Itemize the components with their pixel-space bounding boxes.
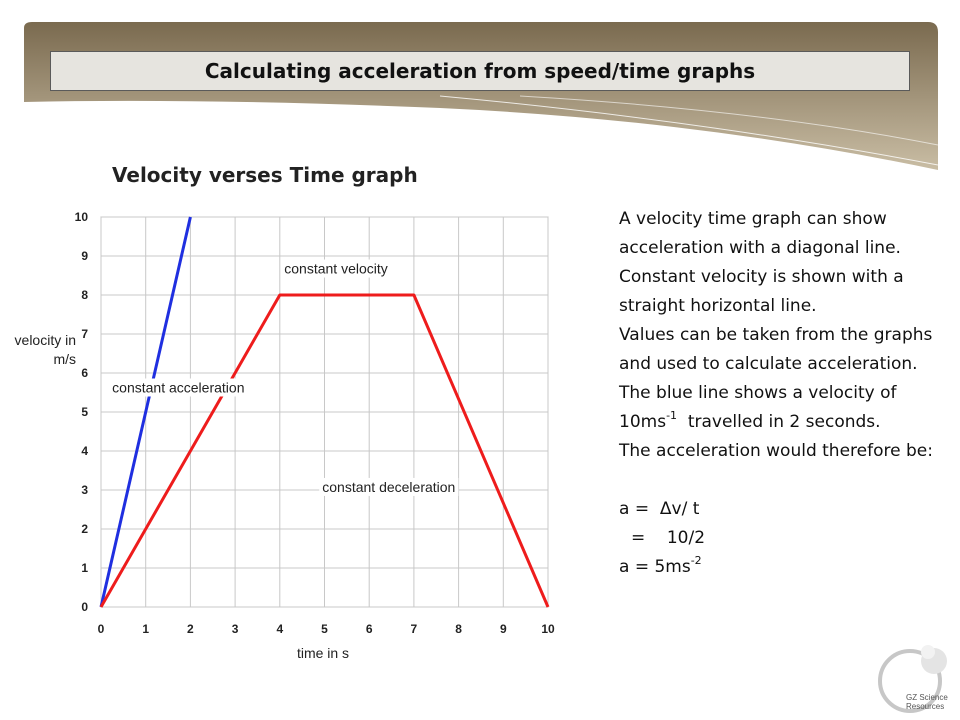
explanation-para-2: Constant velocity is shown with a straig… bbox=[619, 267, 904, 316]
y-axis-label-line-1: velocity in bbox=[15, 332, 76, 348]
para-4-end: travelled in 2 seconds. bbox=[677, 412, 881, 432]
y-tick-label: 2 bbox=[81, 522, 88, 536]
x-tick-label: 7 bbox=[411, 622, 418, 636]
series-line-2 bbox=[99, 293, 550, 608]
explanation-para-3: Values can be taken from the graphs and … bbox=[619, 325, 933, 374]
tick-labels: 0 1 2 3 4 5 6 7 8 9 10 0 1 2 3 4 5 6 7 8 9 10 bbox=[75, 210, 555, 636]
y-tick-label: 5 bbox=[81, 405, 88, 419]
y-tick-label: 0 bbox=[81, 600, 88, 614]
x-tick-label: 10 bbox=[541, 622, 555, 636]
y-tick-label: 1 bbox=[81, 561, 88, 575]
annotations: constant velocity constant acceleration co… bbox=[109, 259, 459, 496]
y-axis-label-line-2: m/s bbox=[53, 351, 76, 367]
x-tick-label: 3 bbox=[232, 622, 239, 636]
para-4-start: The blue line shows a velocity of 10ms bbox=[619, 383, 897, 432]
logo-text-line-2: Resources bbox=[906, 702, 944, 711]
spacer bbox=[619, 466, 934, 495]
annotation-background bbox=[281, 259, 391, 278]
data-series bbox=[99, 216, 550, 608]
x-tick-label: 1 bbox=[142, 622, 149, 636]
x-tick-label: 4 bbox=[276, 622, 283, 636]
equation-line-1: a = Δv/ t bbox=[619, 499, 700, 519]
y-tick-label: 8 bbox=[81, 288, 88, 302]
y-tick-label: 10 bbox=[75, 210, 89, 224]
y-tick-label: 9 bbox=[81, 249, 88, 263]
x-tick-label: 5 bbox=[321, 622, 328, 636]
velocity-time-chart: 0 1 2 3 4 5 6 7 8 9 10 0 1 2 3 4 5 6 7 8 9 10 constant veloci… bbox=[15, 210, 555, 661]
slide-title: Calculating acceleration from speed/time… bbox=[50, 51, 910, 91]
explanation-para-5: The acceleration would therefore be: bbox=[619, 441, 933, 461]
y-tick-label: 4 bbox=[81, 444, 88, 458]
equation-line-2: = 10/2 bbox=[631, 528, 706, 548]
x-tick-label: 0 bbox=[98, 622, 105, 636]
x-tick-label: 6 bbox=[366, 622, 373, 636]
y-tick-label: 7 bbox=[81, 327, 88, 341]
y-tick-label: 3 bbox=[81, 483, 88, 497]
gz-science-logo: GZ Science Resources bbox=[878, 645, 948, 713]
explanation-text: A velocity time graph can show accelerat… bbox=[619, 205, 934, 582]
equation-line-3: a = 5ms-2 bbox=[619, 553, 934, 582]
explanation-para-4: The blue line shows a velocity of 10ms-1… bbox=[619, 379, 934, 437]
y-tick-label: 6 bbox=[81, 366, 88, 380]
x-tick-label: 9 bbox=[500, 622, 507, 636]
unit-exponent: -1 bbox=[666, 409, 678, 423]
series-line-1 bbox=[99, 216, 192, 608]
x-axis-label: time in s bbox=[297, 645, 349, 661]
equation-result: a = 5ms bbox=[619, 557, 691, 577]
x-tick-label: 8 bbox=[455, 622, 462, 636]
graph-heading: Velocity verses Time graph bbox=[112, 163, 418, 187]
logo-text-line-1: GZ Science bbox=[906, 693, 948, 702]
annotation-label: constant acceleration bbox=[112, 380, 244, 396]
result-exponent: -2 bbox=[690, 554, 702, 568]
annotation-background bbox=[109, 378, 248, 397]
annotation-background bbox=[319, 477, 459, 496]
annotation-label: constant deceleration bbox=[322, 479, 455, 495]
annotation-label: constant velocity bbox=[284, 261, 388, 277]
x-tick-label: 2 bbox=[187, 622, 194, 636]
explanation-para-1: A velocity time graph can show accelerat… bbox=[619, 209, 901, 258]
